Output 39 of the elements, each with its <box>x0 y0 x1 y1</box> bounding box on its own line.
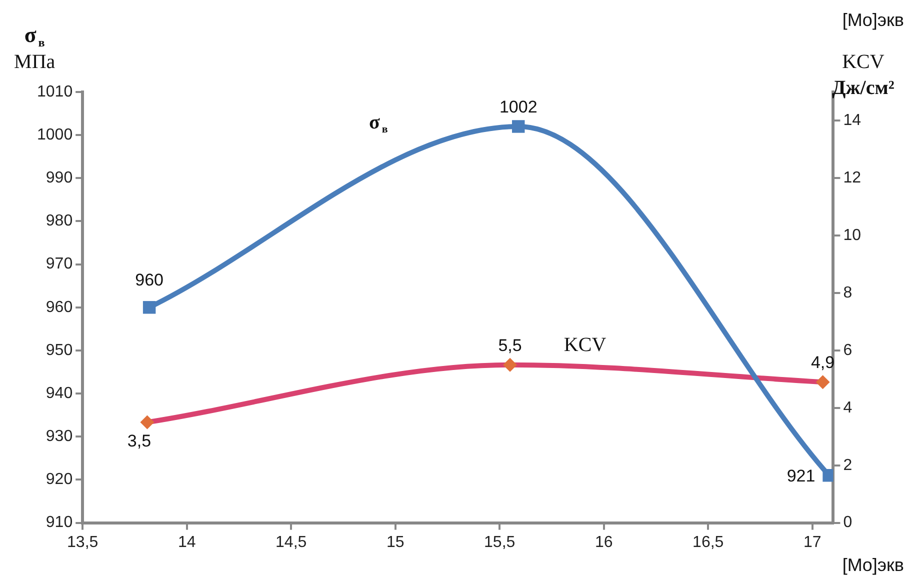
y-tick-label: 1000 <box>37 126 73 144</box>
data-label: 5,5 <box>498 336 522 355</box>
y-tick-label: 910 <box>46 514 73 532</box>
y-tick-label: 920 <box>46 471 73 488</box>
x-axis-title: [Mo]экв <box>842 555 904 575</box>
y2-tick-label: 6 <box>843 342 852 359</box>
x-tick-label: 15 <box>386 534 404 551</box>
text: [Mo]экв <box>842 10 904 30</box>
y2-tick-label: 0 <box>843 514 852 532</box>
x-tick-label: 14 <box>178 534 196 551</box>
data-label: 1002 <box>499 97 538 116</box>
y2-tick-label: 8 <box>843 284 852 302</box>
point <box>142 301 156 314</box>
y-tick-label: 990 <box>46 170 73 187</box>
y2-axis-title: KCV Дж/см² <box>832 51 894 99</box>
data-label: 4,9 <box>810 353 835 372</box>
data-label: 921 <box>786 466 816 486</box>
x-tick-label: 16,5 <box>692 534 724 551</box>
y-tick-label: 980 <box>46 212 73 230</box>
y-tick-label: 940 <box>46 384 73 402</box>
y2-tick-label: 12 <box>843 170 862 187</box>
x-tick-label: 13,5 <box>67 534 98 551</box>
y2-tick-label: 2 <box>843 456 852 474</box>
x-tick-label: 14,5 <box>276 534 307 551</box>
data-label: 3,5 <box>127 431 152 450</box>
series-label: KCV <box>564 334 607 356</box>
point <box>512 120 525 133</box>
x-tick-label: 16 <box>594 534 613 551</box>
y2-tick-label: 4 <box>843 399 852 416</box>
y2-tick-label: 10 <box>843 227 862 244</box>
x-tick-label: 15,5 <box>484 534 516 551</box>
data-label: 960 <box>135 270 164 290</box>
y-tick-label: 950 <box>46 342 73 359</box>
y-tick-label: 930 <box>46 428 73 446</box>
y-tick-label: 1010 <box>37 83 73 100</box>
y2-tick-label: 14 <box>843 112 862 130</box>
y-tick-label: 960 <box>46 298 73 316</box>
x-tick-label: 17 <box>803 534 822 551</box>
y-tick-label: 970 <box>46 256 73 273</box>
